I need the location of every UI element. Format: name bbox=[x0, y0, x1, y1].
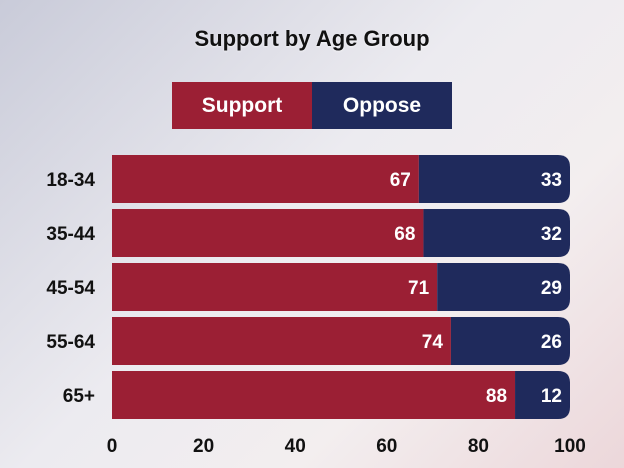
data-label-oppose-45-54: 29 bbox=[541, 278, 562, 299]
data-label-support-65+: 88 bbox=[486, 386, 507, 407]
bar-oppose-18-34 bbox=[418, 155, 570, 203]
category-label-35-44: 35-44 bbox=[46, 224, 95, 245]
data-label-oppose-65+: 12 bbox=[541, 386, 562, 407]
bar-oppose-45-54 bbox=[437, 263, 570, 311]
x-tick-label-40: 40 bbox=[285, 436, 306, 457]
data-label-oppose-18-34: 33 bbox=[541, 170, 562, 191]
bar-support-35-44 bbox=[112, 209, 424, 257]
bar-group-18-34: 67 33 18-34 bbox=[46, 155, 570, 203]
legend-item-oppose: Oppose bbox=[312, 82, 452, 129]
x-tick-label-20: 20 bbox=[193, 436, 214, 457]
legend: Support Oppose bbox=[172, 82, 452, 129]
bar-oppose-55-64 bbox=[450, 317, 570, 365]
bar-group-55-64: 74 26 55-64 bbox=[46, 317, 570, 365]
category-label-65+: 65+ bbox=[63, 386, 95, 407]
category-label-45-54: 45-54 bbox=[46, 278, 95, 299]
bar-support-65+ bbox=[112, 371, 516, 419]
data-label-support-35-44: 68 bbox=[394, 224, 415, 245]
category-label-55-64: 55-64 bbox=[46, 332, 95, 353]
data-label-support-18-34: 67 bbox=[390, 170, 411, 191]
bar-support-18-34 bbox=[112, 155, 419, 203]
x-tick-label-100: 100 bbox=[554, 436, 586, 457]
bar-oppose-65+ bbox=[515, 371, 570, 419]
bar-group-45-54: 71 29 45-54 bbox=[46, 263, 570, 311]
data-label-oppose-55-64: 26 bbox=[541, 332, 562, 353]
x-tick-label-60: 60 bbox=[376, 436, 397, 457]
bar-oppose-35-44 bbox=[423, 209, 570, 257]
data-label-support-45-54: 71 bbox=[408, 278, 430, 299]
legend-item-support: Support bbox=[172, 82, 312, 129]
x-tick-label-0: 0 bbox=[107, 436, 118, 457]
bar-support-55-64 bbox=[112, 317, 451, 365]
bar-group-35-44: 68 32 35-44 bbox=[46, 209, 570, 257]
bar-support-45-54 bbox=[112, 263, 438, 311]
chart-title: Support by Age Group bbox=[194, 26, 430, 51]
category-label-18-34: 18-34 bbox=[46, 170, 95, 191]
bar-group-65+: 88 12 65+ bbox=[63, 371, 570, 419]
data-label-oppose-35-44: 32 bbox=[541, 224, 562, 245]
data-label-support-55-64: 74 bbox=[422, 332, 444, 353]
x-tick-label-80: 80 bbox=[468, 436, 489, 457]
